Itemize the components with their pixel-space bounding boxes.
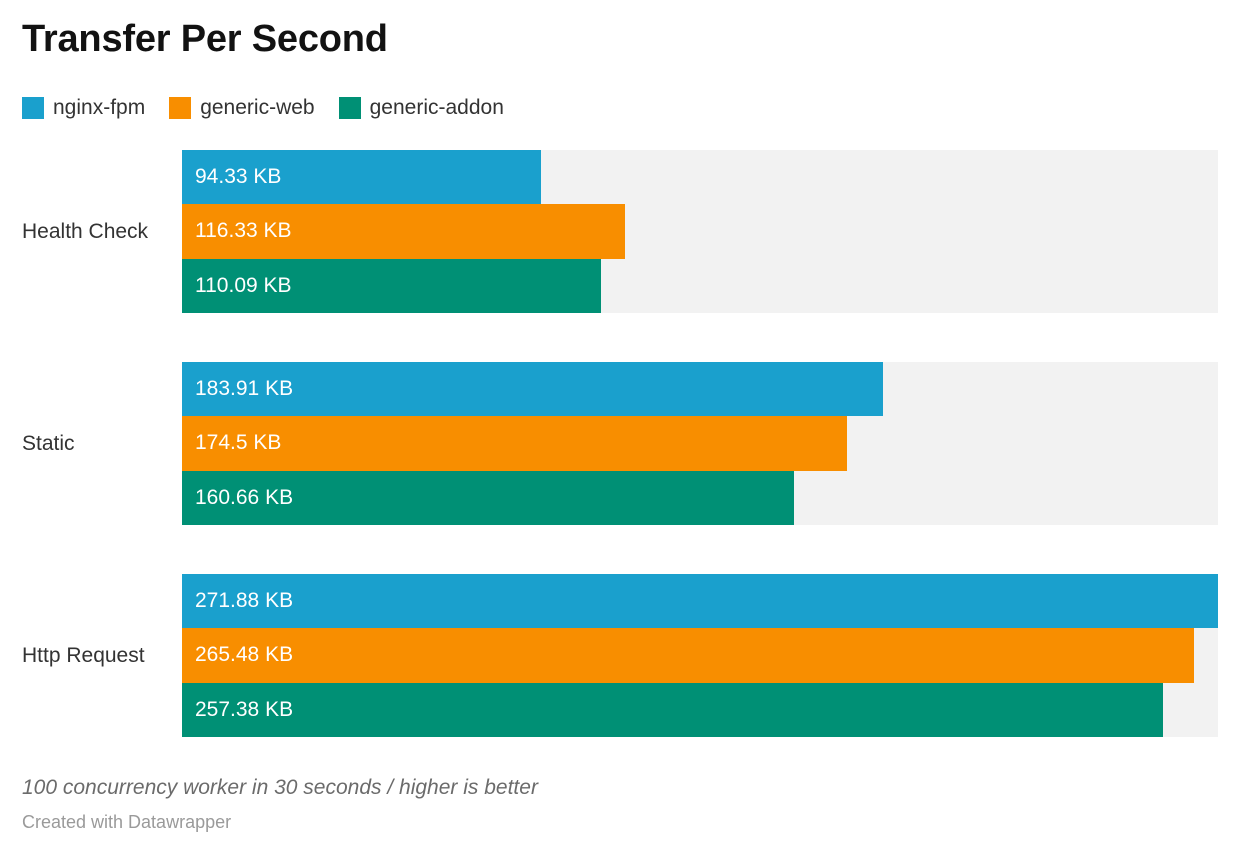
category-label: Static [22, 431, 75, 455]
bar-group-static: Static 183.91 KB 174.5 KB 160.66 KB [22, 362, 1218, 525]
bar-track: 183.91 KB 174.5 KB 160.66 KB [182, 362, 1218, 525]
bar-group-http-request: Http Request 271.88 KB 265.48 KB 257.38 … [22, 574, 1218, 737]
bar-nginx-fpm-http-request: 271.88 KB [182, 574, 1218, 629]
bar-generic-addon-static: 160.66 KB [182, 470, 795, 525]
legend-label: nginx-fpm [53, 96, 146, 119]
category-label: Http Request [22, 643, 145, 667]
chart-footnote: 100 concurrency worker in 30 seconds / h… [22, 776, 538, 799]
bar-value-label: 265.48 KB [195, 643, 294, 667]
bar-nginx-fpm-static: 183.91 KB [182, 362, 883, 417]
legend-item-nginx-fpm: nginx-fpm [22, 97, 145, 119]
bar-generic-addon-health-check: 110.09 KB [182, 258, 602, 313]
bar-chart: Health Check 94.33 KB 116.33 KB 110.09 K… [22, 150, 1218, 737]
bar-value-label: 110.09 KB [195, 273, 292, 297]
bar-generic-web-health-check: 116.33 KB [182, 204, 626, 259]
legend-label: generic-web [200, 96, 315, 119]
datawrapper-credit-link[interactable]: Created with Datawrapper [22, 812, 232, 832]
category-label: Health Check [22, 219, 149, 243]
legend-swatch-generic-addon [338, 97, 361, 119]
bar-value-label: 183.91 KB [195, 377, 294, 401]
bar-generic-web-static: 174.5 KB [182, 416, 847, 471]
legend-swatch-generic-web [169, 97, 192, 119]
legend-item-generic-addon: generic-addon [338, 96, 504, 119]
legend-swatch-nginx-fpm [22, 97, 44, 119]
bar-track: 94.33 KB 116.33 KB 110.09 KB [182, 150, 1218, 313]
chart-title: Transfer Per Second [22, 18, 388, 60]
bar-value-label: 116.33 KB [195, 219, 292, 243]
bar-value-label: 271.88 KB [195, 589, 294, 613]
bar-value-label: 94.33 KB [195, 165, 282, 189]
bar-value-label: 257.38 KB [195, 697, 294, 721]
legend-label: generic-addon [369, 96, 504, 119]
legend: nginx-fpm generic-web generic-addon [22, 97, 1218, 119]
bar-nginx-fpm-health-check: 94.33 KB [182, 150, 542, 205]
bar-generic-addon-http-request: 257.38 KB [182, 682, 1163, 737]
bar-generic-web-http-request: 265.48 KB [182, 628, 1194, 683]
legend-item-generic-web: generic-web [169, 96, 315, 119]
bar-track: 271.88 KB 265.48 KB 257.38 KB [182, 574, 1218, 737]
bar-value-label: 174.5 KB [195, 431, 282, 455]
bar-group-health-check: Health Check 94.33 KB 116.33 KB 110.09 K… [22, 150, 1218, 313]
bar-value-label: 160.66 KB [195, 485, 294, 509]
